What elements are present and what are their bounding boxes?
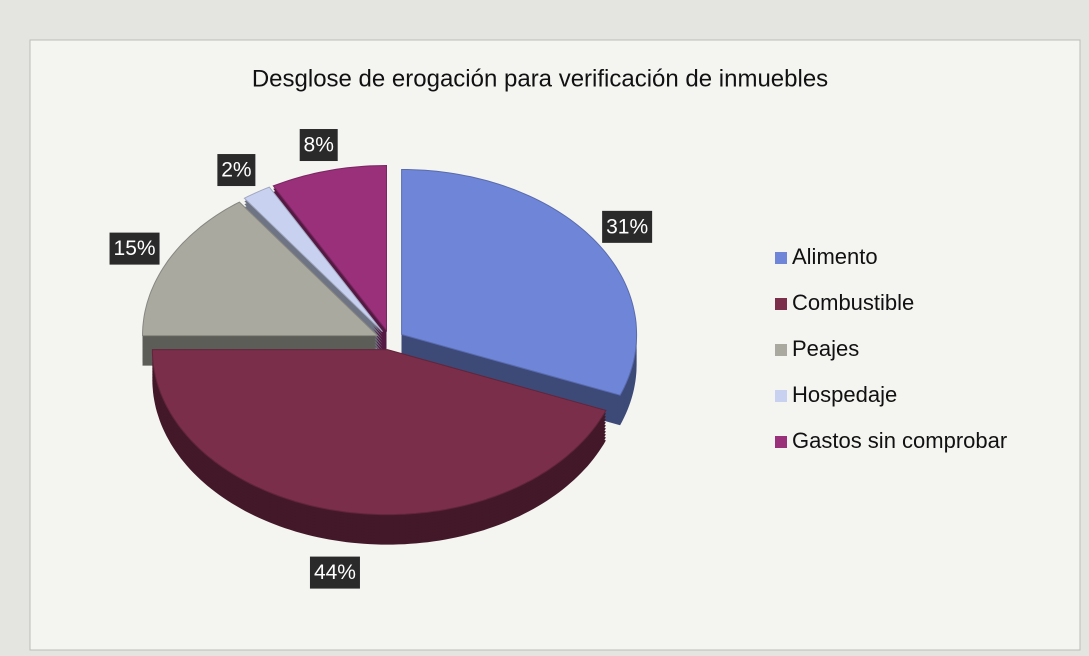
legend-label: Combustible	[792, 290, 914, 315]
slice	[272, 164, 387, 332]
legend-swatch	[775, 298, 787, 310]
legend-swatch	[775, 344, 787, 356]
value-label: 2%	[221, 159, 251, 182]
slice	[243, 186, 383, 333]
legend-label: Peajes	[792, 336, 859, 361]
value-label-box	[602, 210, 653, 243]
slice	[151, 349, 607, 516]
value-label-box	[217, 154, 256, 187]
slice	[401, 169, 638, 396]
chart-title: Desglose de erogación para verificación …	[252, 65, 828, 92]
value-label: 44%	[314, 561, 356, 584]
value-label: 8%	[304, 134, 334, 157]
value-label: 15%	[114, 237, 156, 260]
legend-swatch	[775, 436, 787, 448]
value-label: 31%	[606, 215, 648, 238]
value-label-box	[109, 232, 160, 265]
value-label-box	[309, 556, 360, 589]
legend-label: Hospedaje	[792, 382, 897, 407]
legend-swatch	[775, 252, 787, 264]
legend-label: Alimento	[792, 244, 878, 269]
slice	[141, 201, 379, 337]
legend-label: Gastos sin comprobar	[792, 428, 1007, 453]
value-label-box	[299, 129, 338, 162]
legend-swatch	[775, 390, 787, 402]
